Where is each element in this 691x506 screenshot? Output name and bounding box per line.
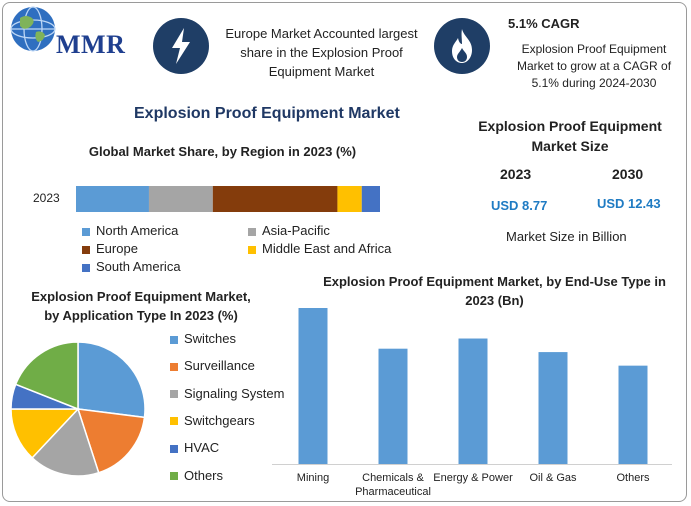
legend-hvac: HVAC <box>170 440 219 455</box>
legend-north-america: North America <box>82 223 178 238</box>
enduse-bar-energy-power <box>458 338 488 464</box>
main-title: Explosion Proof Equipment Market <box>134 105 400 122</box>
legend-label: Switchgears <box>184 412 255 428</box>
enduse-bar-others <box>618 365 648 464</box>
lightning-icon <box>172 28 190 64</box>
year-2023-label: 2023 <box>500 166 532 182</box>
enduse-tick-label: Mining <box>297 472 329 484</box>
legend-label: Surveillance <box>184 358 255 374</box>
market-size-note: Market Size in Billion <box>506 229 627 244</box>
legend-swatch <box>82 245 90 254</box>
legend-swatch <box>248 227 256 236</box>
legend-swatch <box>170 335 178 344</box>
legend-swatch <box>82 263 90 272</box>
enduse-tick-label: Oil & Gas <box>529 472 577 484</box>
region-segment-middle-east-and-africa <box>337 186 362 212</box>
legend-label: Signaling System <box>184 385 285 401</box>
year-2030-label: 2030 <box>612 166 644 182</box>
enduse-bar-oil-gas <box>538 352 568 464</box>
cagr-text: Explosion Proof Equipment Market to grow… <box>516 42 672 90</box>
enduse-bar-chemicals-pharmaceutical <box>378 348 408 464</box>
legend-swatch <box>248 245 256 254</box>
pie-slice-switches <box>77 341 146 419</box>
globe-logo-icon <box>10 6 56 52</box>
legend-label: Others <box>184 467 224 483</box>
info-circle-2 <box>434 18 490 74</box>
legend-label: Switches <box>184 331 237 346</box>
enduse-bar-mining <box>298 308 328 464</box>
enduse-chart-title: Explosion Proof Equipment Market, by End… <box>323 274 666 308</box>
legend-signaling-system: Signaling System <box>170 386 284 401</box>
market-size-title: Explosion Proof Equipment Market Size <box>478 118 662 154</box>
legend-swatch <box>170 390 178 399</box>
enduse-tick-label: Others <box>616 472 650 484</box>
logo-text: MMR <box>56 30 126 59</box>
pie-slice-surveillance <box>76 408 146 474</box>
pie-slice-others <box>14 341 79 411</box>
legend-swatch <box>170 444 178 453</box>
value-2030: USD 12.43 <box>597 196 661 211</box>
enduse-tick-label: Energy & Power <box>433 472 513 484</box>
application-chart-title: Explosion Proof Equipment Market, by App… <box>31 289 251 323</box>
info-circle-1 <box>153 18 209 74</box>
pie-slice-switchgears <box>10 408 80 459</box>
legend-label: HVAC <box>184 440 220 456</box>
application-pie-chart <box>10 341 146 477</box>
legend-surveillance: Surveillance <box>170 358 255 373</box>
legend-others: Others <box>170 468 223 483</box>
cagr-title: 5.1% CAGR <box>508 16 580 31</box>
legend-switches: Switches <box>170 331 236 346</box>
legend-swatch <box>82 227 90 236</box>
flame-icon <box>452 29 472 63</box>
legend-mea: Middle East and Africa <box>248 241 391 256</box>
region-segment-europe <box>212 186 338 212</box>
legend-swatch <box>170 362 178 371</box>
region-segment-asia-pacific <box>148 186 213 212</box>
legend-swatch <box>170 417 178 426</box>
legend-south-america: South America <box>82 259 181 274</box>
region-chart-title: Global Market Share, by Region in 2023 (… <box>88 144 357 159</box>
region-stacked-bar <box>76 186 380 212</box>
legend-swatch <box>170 472 178 481</box>
region-segment-north-america <box>76 186 149 212</box>
europe-share-text: Europe Market Accounted largest share in… <box>225 26 418 79</box>
value-2023: USD 8.77 <box>491 198 548 213</box>
legend-switchgears: Switchgears <box>170 413 255 428</box>
legend-europe: Europe <box>82 241 138 256</box>
legend-asia-pacific: Asia-Pacific <box>248 223 330 238</box>
pie-slice-signaling-system <box>31 407 100 477</box>
application-legend: Switches Surveillance Signaling System Swit… <box>170 331 300 491</box>
enduse-tick-label: Chemicals & Pharmaceutical <box>355 472 431 498</box>
region-segment-south-america <box>361 186 380 212</box>
region-category-label: 2023 <box>33 191 60 205</box>
